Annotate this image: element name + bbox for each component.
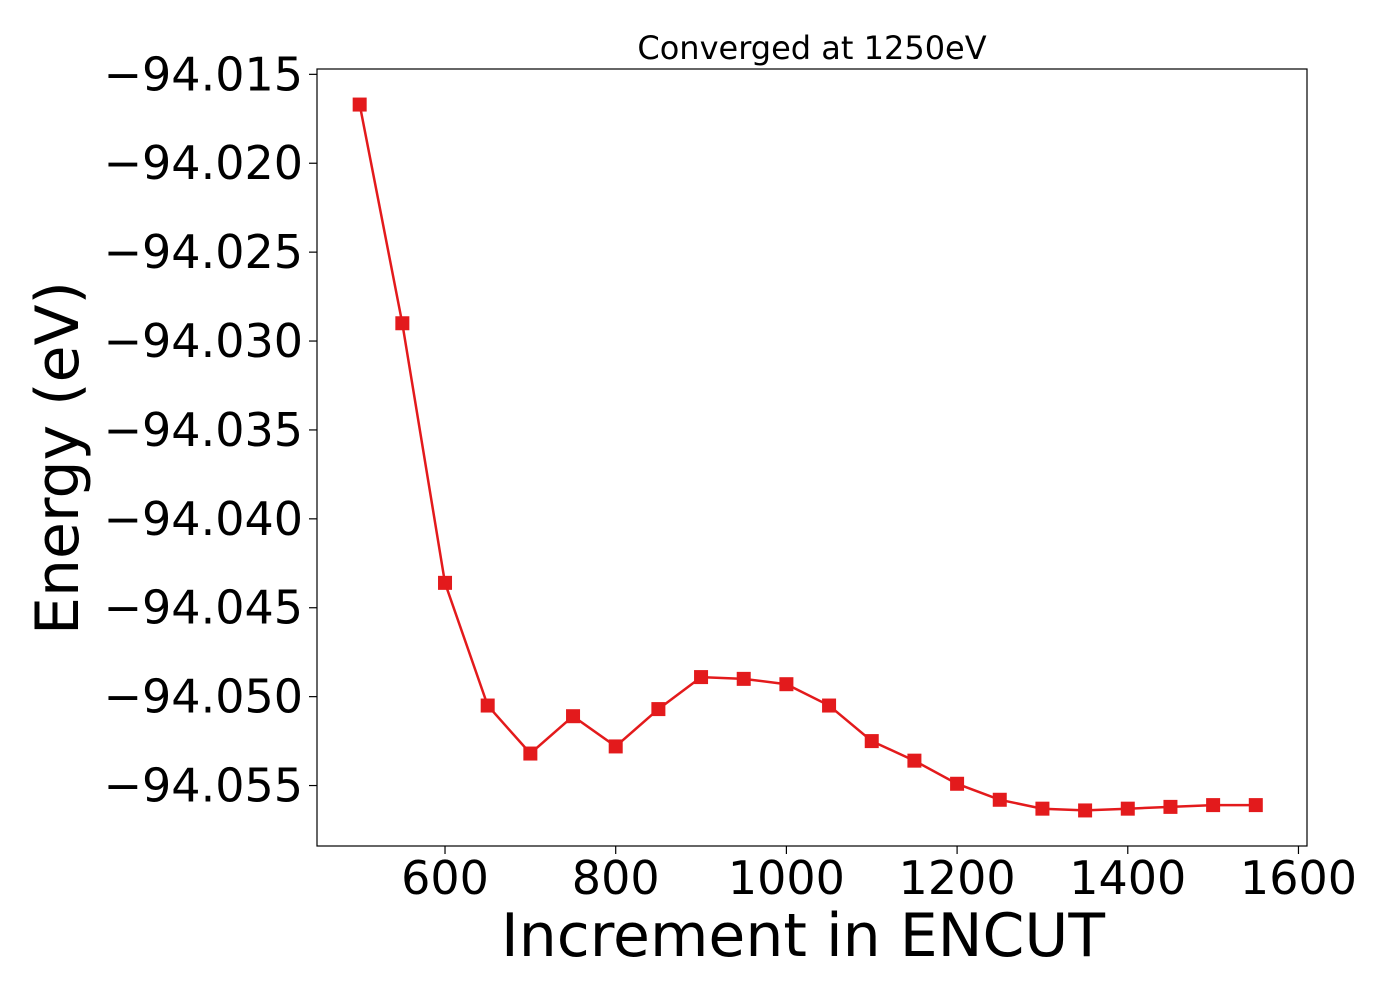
- data-point: [395, 316, 410, 331]
- data-point: [608, 739, 623, 754]
- y-tick-label: −94.035: [104, 403, 304, 457]
- data-point: [1120, 801, 1135, 816]
- data-point: [523, 746, 538, 761]
- data-point: [907, 753, 922, 768]
- y-tick-label: −94.015: [104, 47, 304, 101]
- plot-frame: [316, 68, 1308, 847]
- data-point: [1035, 801, 1050, 816]
- data-point: [779, 677, 794, 692]
- x-tick-label: 1000: [728, 851, 845, 905]
- data-point: [480, 698, 495, 713]
- x-tick-label: 1400: [1069, 851, 1186, 905]
- series-line: [358, 104, 1256, 812]
- y-axis: −94.015 −94.020 −94.025 −94.030 −94.035 −94.0…: [104, 47, 317, 813]
- y-axis-label: Energy (eV): [23, 281, 93, 635]
- x-axis: 600 800 1000 1200 1400 1600: [401, 846, 1357, 905]
- data-point: [822, 698, 837, 713]
- data-point: [1206, 798, 1221, 813]
- data-point: [438, 575, 453, 590]
- data-point: [566, 709, 581, 724]
- y-tick-label: −94.045: [104, 581, 304, 635]
- x-tick-label: 1200: [899, 851, 1016, 905]
- data-point: [352, 97, 367, 112]
- x-axis-label: Increment in ENCUT: [501, 901, 1105, 971]
- data-point: [1248, 798, 1263, 813]
- data-point: [651, 702, 666, 717]
- y-tick-label: −94.055: [104, 759, 304, 813]
- chart-title: Converged at 1250eV: [637, 29, 986, 67]
- y-tick-label: −94.040: [104, 492, 304, 546]
- y-tick-label: −94.020: [104, 136, 304, 190]
- x-tick-label: 800: [572, 851, 660, 905]
- data-point: [694, 670, 709, 685]
- x-tick-label: 1600: [1240, 851, 1357, 905]
- data-point: [864, 734, 879, 749]
- data-point: [1163, 799, 1178, 814]
- data-point: [992, 792, 1007, 807]
- data-point: [736, 671, 751, 686]
- data-point: [950, 776, 965, 791]
- data-point: [1078, 803, 1093, 818]
- series-layer: [352, 97, 1263, 818]
- y-tick-label: −94.030: [104, 314, 304, 368]
- x-tick-label: 600: [401, 851, 489, 905]
- y-tick-label: −94.050: [104, 670, 304, 724]
- y-tick-label: −94.025: [104, 225, 304, 279]
